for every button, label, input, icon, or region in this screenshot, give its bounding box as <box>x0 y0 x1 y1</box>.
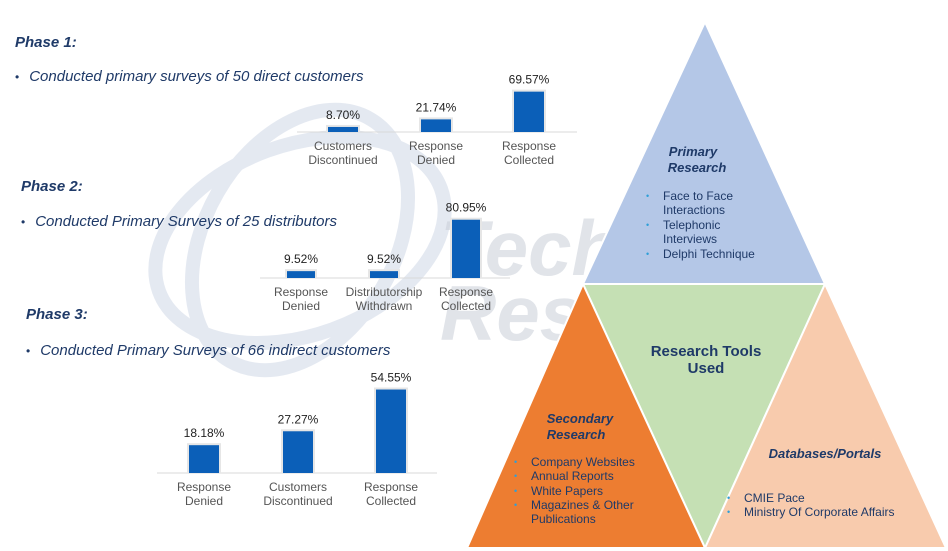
bullet-dot-icon: • <box>514 500 517 510</box>
data-label: 9.52% <box>284 252 318 266</box>
phase-1-text: Conducted primary surveys of 50 direct c… <box>29 68 364 85</box>
research-tools-title-2: Used <box>688 360 725 377</box>
phase-2-chart: 9.52%ResponseDenied9.52%DistributorshipW… <box>260 201 510 313</box>
bullet-dot-icon: • <box>514 471 517 481</box>
secondary-item-2: Annual Reports <box>531 469 614 483</box>
primary-item-2b: Interviews <box>663 232 717 246</box>
category-label: Distributorship <box>346 285 423 299</box>
databases-title: Databases/Portals <box>769 446 882 461</box>
bar <box>370 271 398 278</box>
data-label: 54.55% <box>371 371 412 385</box>
primary-item-3: Delphi Technique <box>663 247 755 261</box>
primary-research-title-2: Research <box>668 160 727 175</box>
category-label: Discontinued <box>263 494 332 508</box>
bullet-dot-icon: • <box>646 220 649 230</box>
secondary-research-triangle <box>465 281 707 549</box>
data-label: 9.52% <box>367 252 401 266</box>
secondary-item-4b: Publications <box>531 512 596 526</box>
bullet-dot-icon: • <box>514 457 517 467</box>
phase-3-text: Conducted Primary Surveys of 66 indirect… <box>40 342 391 359</box>
bullet-dot-icon: • <box>514 486 517 496</box>
category-label: Discontinued <box>308 153 377 167</box>
primary-item-1b: Interactions <box>663 203 725 217</box>
databases-triangle <box>703 281 948 549</box>
bar <box>189 445 219 473</box>
phase-3-title: Phase 3: <box>26 306 88 323</box>
category-label: Response <box>439 285 493 299</box>
category-label: Collected <box>441 299 491 313</box>
bar <box>287 271 315 278</box>
phase-2-text: Conducted Primary Surveys of 25 distribu… <box>35 213 337 230</box>
primary-item-2: Telephonic <box>663 218 720 232</box>
bullet-dot-icon: • <box>15 70 20 84</box>
bullet-dot-icon: • <box>21 215 26 229</box>
research-tools-title-1: Research Tools <box>651 343 762 360</box>
bullet-dot-icon: • <box>727 493 730 503</box>
bar <box>514 91 544 132</box>
data-label: 21.74% <box>416 100 457 114</box>
secondary-item-1: Company Websites <box>531 455 635 469</box>
category-label: Customers <box>314 139 372 153</box>
bar <box>376 389 406 473</box>
secondary-research-title-2: Research <box>547 427 606 442</box>
bullet-dot-icon: • <box>727 507 730 517</box>
phase-3-bullet: • Conducted Primary Surveys of 66 indirec… <box>26 342 390 359</box>
category-label: Denied <box>185 494 223 508</box>
databases-item-2: Ministry Of Corporate Affairs <box>744 505 895 519</box>
data-label: 27.27% <box>278 412 319 426</box>
category-label: Response <box>409 139 463 153</box>
category-label: Denied <box>417 153 455 167</box>
bullet-dot-icon: • <box>26 344 31 358</box>
bullet-dot-icon: • <box>646 191 649 201</box>
category-label: Response <box>364 480 418 494</box>
category-label: Customers <box>269 480 327 494</box>
category-label: Denied <box>282 299 320 313</box>
secondary-item-3: White Papers <box>531 484 603 498</box>
category-label: Response <box>177 480 231 494</box>
secondary-item-4: Magazines & Other <box>531 498 634 512</box>
primary-research-title-1: Primary <box>669 144 718 159</box>
phase-3-chart: 18.18%ResponseDenied27.27%CustomersDisco… <box>157 371 437 508</box>
category-label: Response <box>502 139 556 153</box>
phase-1-title: Phase 1: <box>15 34 77 51</box>
secondary-research-title-1: Secondary <box>547 411 614 426</box>
bar <box>283 431 313 473</box>
databases-item-1: CMIE Pace <box>744 491 805 505</box>
bar <box>452 219 480 278</box>
category-label: Withdrawn <box>356 299 413 313</box>
primary-item-1: Face to Face <box>663 189 733 203</box>
phase-2-title: Phase 2: <box>21 178 83 195</box>
data-label: 69.57% <box>509 73 550 87</box>
category-label: Collected <box>504 153 554 167</box>
data-label: 80.95% <box>446 201 487 215</box>
phase-1-bullet: • Conducted primary surveys of 50 direct … <box>15 68 364 85</box>
phase-2-bullet: • Conducted Primary Surveys of 25 distrib… <box>21 213 337 230</box>
watermark-globe-icon <box>148 130 452 350</box>
bar <box>421 119 451 132</box>
data-label: 18.18% <box>184 426 225 440</box>
category-label: Collected <box>366 494 416 508</box>
data-label: 8.70% <box>326 108 360 122</box>
bullet-dot-icon: • <box>646 249 649 259</box>
bar <box>328 126 358 132</box>
category-label: Response <box>274 285 328 299</box>
